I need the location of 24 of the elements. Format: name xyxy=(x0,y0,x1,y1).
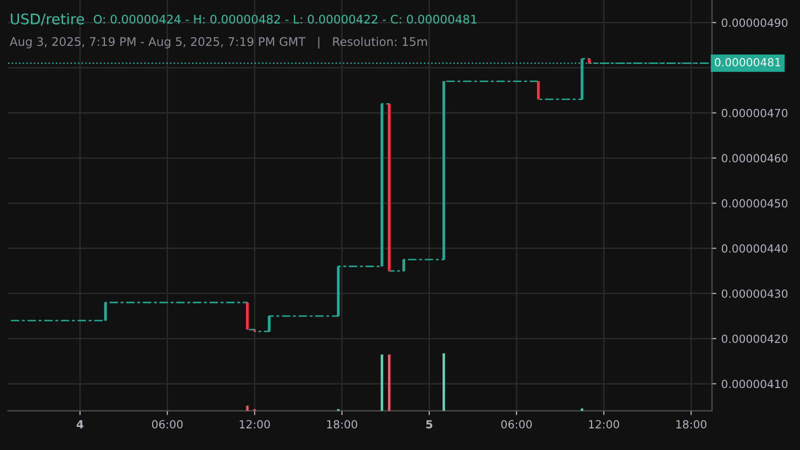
y-tick-label: 0.00000410 xyxy=(722,380,788,388)
y-tick-label: 0.00000450 xyxy=(722,199,788,208)
y-tick-label: 0.00000490 xyxy=(722,18,788,27)
ref-line-label: 0.00000481 xyxy=(714,58,780,66)
x-tick-label: 18:00 xyxy=(327,420,358,428)
x-tick-label: 12:00 xyxy=(589,420,620,428)
x-tick-label: 06:00 xyxy=(152,420,183,428)
y-tick-label: 0.00000460 xyxy=(722,154,788,162)
y-tick-label: 0.00000440 xyxy=(722,244,788,253)
bar xyxy=(388,354,390,411)
x-tick-label: 4 xyxy=(76,420,84,428)
y-tick-label: 0.00000420 xyxy=(722,334,788,343)
bar xyxy=(442,353,446,411)
y-tick-label: 0.00000430 xyxy=(722,289,788,298)
bar xyxy=(380,354,384,411)
annotation: O: 0.00000424 - H: 0.00000482 - L: 0.00000422 - C: 0.00000481 xyxy=(94,14,476,24)
text: USD/retire xyxy=(10,13,84,26)
y-tick-label: 0.00000470 xyxy=(722,108,788,118)
bar xyxy=(246,406,249,411)
x-tick-label: 18:00 xyxy=(676,420,706,428)
x-tick-label: 12:00 xyxy=(240,420,270,428)
x-tick-label: 06:00 xyxy=(501,420,532,428)
x-tick-label: 5 xyxy=(426,420,432,428)
text: Aug 3, 2025, 7:19 PM - Aug 5, 2025, 7:19 PM GMT | Resolution: 15m xyxy=(10,36,427,49)
